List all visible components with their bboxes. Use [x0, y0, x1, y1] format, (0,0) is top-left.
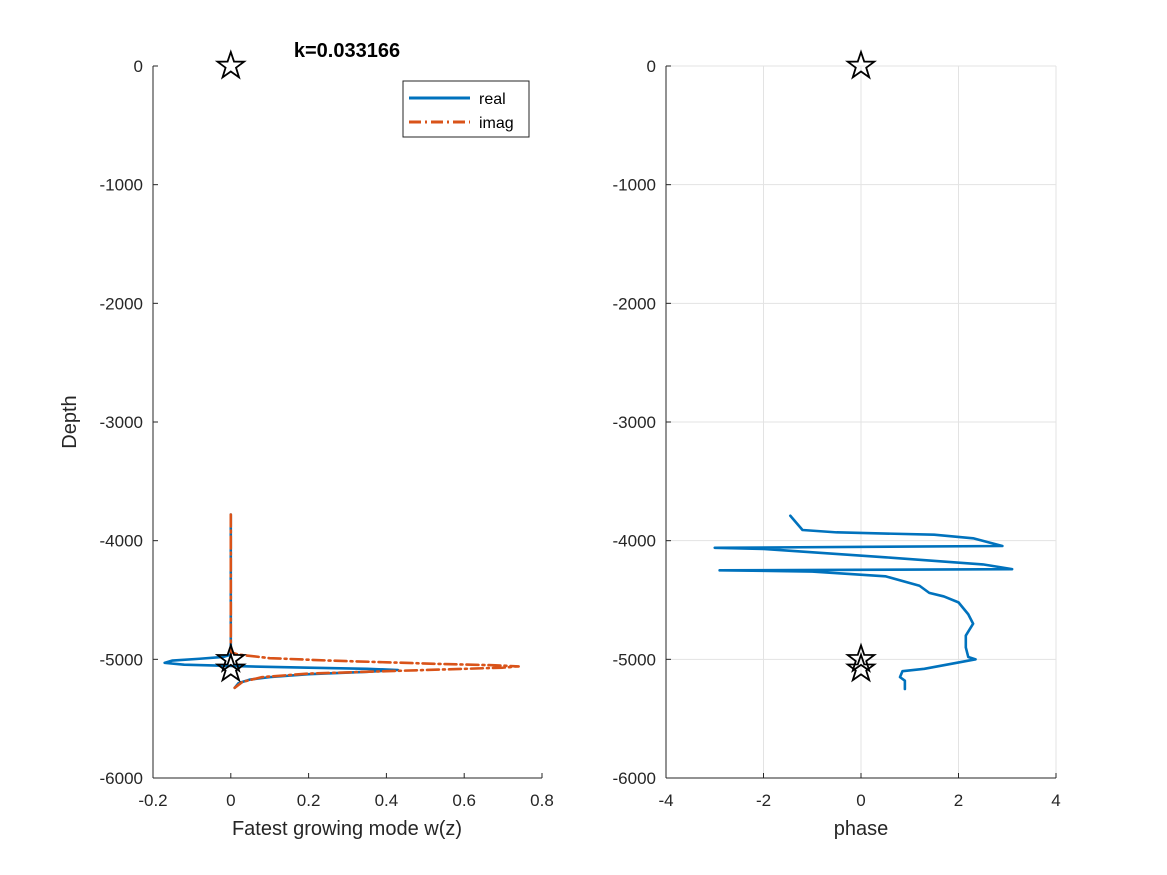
right-tick-labels: -4 -2 0 2 4 -6000 -5000 -4000 -3000 -2000 -1000 0 [613, 57, 1061, 810]
y-tick-label-4: -2000 [100, 294, 143, 313]
y-tick-label-5: -1000 [613, 176, 656, 195]
right-axes: -4 -2 0 2 4 -6000 -5000 -4000 -3000 -2000 -1000 0 p… [613, 49, 1061, 840]
legend-imag-label: imag [479, 115, 514, 132]
y-tick-label-0: -6000 [613, 769, 656, 788]
left-axes: -0.2 0 0.2 0.4 0.6 0.8 -6000 -5000 -4000 -3000 -20… [59, 40, 554, 840]
star-marker-1 [845, 642, 877, 673]
star-marker-0 [214, 49, 247, 80]
right-x-axis-label: phase [834, 818, 889, 840]
imag-series-line [229, 513, 520, 690]
left-plot-area [153, 66, 542, 778]
right-series-layer [713, 49, 1014, 691]
left-axis-frame [152, 65, 543, 779]
x-tick-label-0: -0.2 [138, 791, 167, 810]
phase-series-line [713, 514, 1014, 691]
x-tick-label-2: 0 [856, 791, 865, 810]
y-tick-label-3: -3000 [613, 413, 656, 432]
star-marker-2 [845, 652, 877, 683]
left-chart-title: k=0.033166 [294, 40, 400, 62]
legend: real imag [402, 80, 530, 138]
legend-real-label: real [479, 91, 506, 108]
legend-box [402, 80, 530, 138]
left-tick-labels: -0.2 0 0.2 0.4 0.6 0.8 -6000 -5000 -4000 -3000 -20… [100, 57, 554, 810]
y-tick-label-3: -3000 [100, 413, 143, 432]
x-tick-label-4: 0.6 [452, 791, 476, 810]
left-y-axis-label: Depth [59, 395, 81, 448]
x-tick-label-0: -4 [658, 791, 673, 810]
x-tick-label-1: 0 [226, 791, 235, 810]
y-tick-label-6: 0 [647, 57, 656, 76]
y-tick-label-1: -5000 [100, 650, 143, 669]
x-tick-label-5: 0.8 [530, 791, 554, 810]
y-tick-label-2: -4000 [100, 532, 143, 551]
y-tick-label-1: -5000 [613, 650, 656, 669]
x-tick-label-2: 0.2 [297, 791, 321, 810]
x-tick-label-3: 2 [954, 791, 963, 810]
y-tick-label-4: -2000 [613, 294, 656, 313]
y-tick-label-6: 0 [134, 57, 143, 76]
left-x-axis-label: Fatest growing mode w(z) [232, 818, 462, 840]
star-marker-1 [214, 642, 247, 673]
star-marker-0 [845, 49, 877, 80]
left-series-layer [163, 49, 520, 690]
x-tick-label-4: 4 [1051, 791, 1060, 810]
y-tick-label-0: -6000 [100, 769, 143, 788]
star-marker-2 [214, 652, 247, 683]
y-tick-label-2: -4000 [613, 532, 656, 551]
x-tick-label-1: -2 [756, 791, 771, 810]
x-tick-label-3: 0.4 [375, 791, 399, 810]
y-tick-label-5: -1000 [100, 176, 143, 195]
right-axis-frame [665, 65, 1057, 779]
